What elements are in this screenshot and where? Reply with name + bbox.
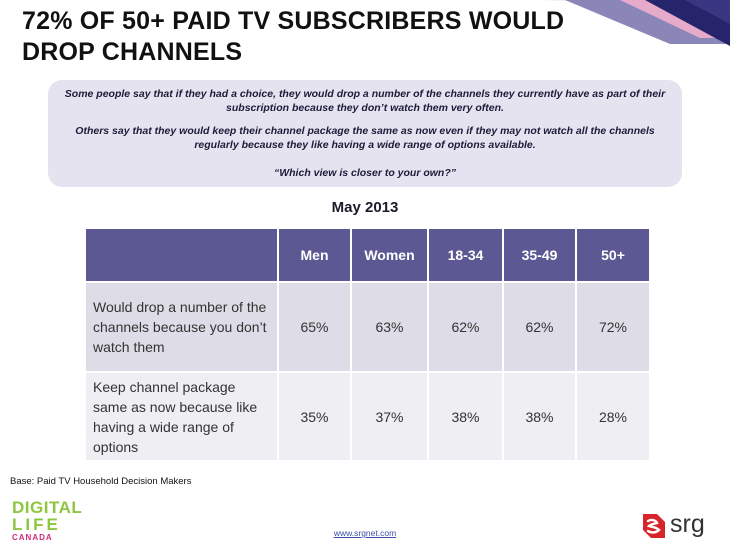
cell-drop-50-plus: 72%: [575, 281, 649, 372]
website-link[interactable]: www.srgnet.com: [333, 528, 397, 538]
question-prompt: “Which view is closer to your own?”: [273, 167, 457, 179]
base-note: Base: Paid TV Household Decision Makers: [10, 476, 192, 487]
logo-word-life: LIFE: [12, 515, 61, 534]
row-label-drop-channels: Would drop a number of the channels beca…: [86, 281, 278, 372]
header-blank-cell: [86, 229, 278, 282]
column-header-18-34: 18-34: [427, 229, 503, 282]
column-header-men: Men: [277, 229, 351, 282]
cell-drop-men: 65%: [277, 281, 351, 372]
table-header-row: Men Women 18-34 35-49 50+: [86, 229, 649, 282]
column-header-35-49: 35-49: [502, 229, 576, 282]
corner-stripes-decoration: [540, 0, 730, 46]
results-table: Men Women 18-34 35-49 50+ Would drop a n…: [86, 229, 649, 460]
table-row-keep-package: Keep channel package same as now because…: [86, 371, 649, 460]
srg-logo-mark-icon: [643, 514, 665, 538]
cell-drop-35-49: 62%: [502, 281, 576, 372]
slide-title: 72% OF 50+ PAID TV SUBSCRIBERS WOULD DRO…: [22, 7, 565, 66]
cell-keep-women: 37%: [350, 371, 428, 460]
question-box: Some people say that if they had a choic…: [48, 80, 682, 187]
cell-keep-18-34: 38%: [427, 371, 503, 460]
cell-keep-35-49: 38%: [502, 371, 576, 460]
srg-logo-text: srg: [670, 510, 705, 538]
cell-drop-18-34: 62%: [427, 281, 503, 372]
logo-word-canada: CANADA: [12, 533, 53, 542]
column-header-50-plus: 50+: [575, 229, 649, 282]
column-header-women: Women: [350, 229, 428, 282]
logo-word-digital: DIGITAL: [12, 498, 83, 517]
question-statement-drop: Some people say that if they had a choic…: [64, 88, 666, 114]
question-statement-keep: Others say that they would keep their ch…: [75, 125, 655, 151]
cell-keep-men: 35%: [277, 371, 351, 460]
chart-title: May 2013: [331, 199, 399, 216]
row-label-keep-package: Keep channel package same as now because…: [86, 371, 278, 460]
digital-life-canada-logo: DIGITAL LIFE CANADA: [12, 499, 82, 542]
table-row-drop-channels: Would drop a number of the channels beca…: [86, 281, 649, 372]
cell-drop-women: 63%: [350, 281, 428, 372]
cell-keep-50-plus: 28%: [575, 371, 649, 460]
